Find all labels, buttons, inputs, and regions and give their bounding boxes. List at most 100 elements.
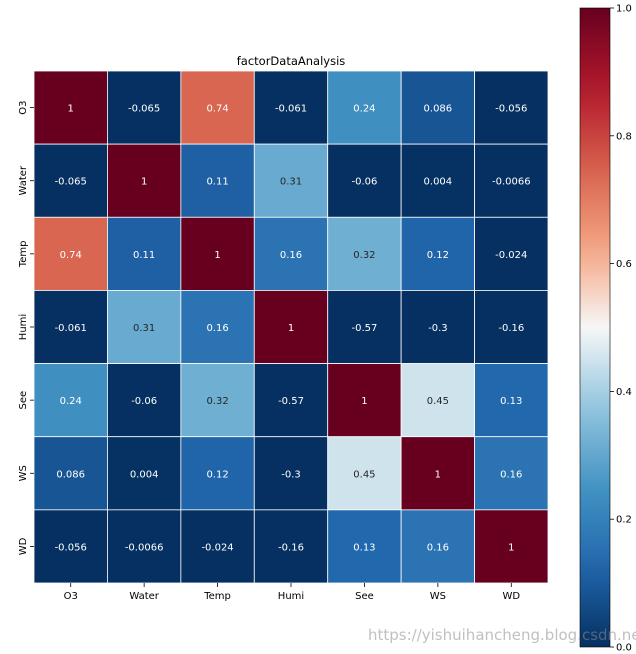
heatmap-cell <box>474 216 549 291</box>
heatmap-cell-label: 0.086 <box>56 469 85 480</box>
heatmap-cell-label: -0.3 <box>428 323 448 334</box>
heatmap-cell-label: -0.57 <box>278 396 304 407</box>
x-tick-label: Humi <box>278 591 304 602</box>
y-tick-label: O3 <box>18 100 29 114</box>
heatmap-cell <box>474 363 549 438</box>
y-tick-label: Humi <box>18 314 29 340</box>
heatmap-cell <box>253 70 329 145</box>
heatmap-cell <box>327 216 402 291</box>
heatmap-cell-label: 0.74 <box>206 104 228 115</box>
heatmap-cell-label: -0.16 <box>498 323 524 334</box>
heatmap-cell <box>253 436 329 511</box>
heatmap-cell-label: 0.45 <box>353 469 375 480</box>
heatmap-cell <box>474 436 549 511</box>
heatmap-cell-label: 0.16 <box>427 542 449 553</box>
watermark-text: https://yishuihancheng.blog.csdn.net <box>368 626 636 644</box>
x-tick-label: WS <box>430 591 446 602</box>
heatmap-cell <box>107 216 182 291</box>
heatmap-cell-label: 0.086 <box>424 104 453 115</box>
colorbar-tick-label: 0.6 <box>616 259 632 270</box>
heatmap-cell-label: -0.061 <box>55 323 87 334</box>
heatmap-cell-label: 1 <box>68 104 74 115</box>
heatmap-cell-label: 0.13 <box>353 542 375 553</box>
y-tick-label: Water <box>18 165 29 195</box>
heatmap-cell-label: -0.056 <box>495 104 527 115</box>
heatmap-cell <box>180 216 255 291</box>
y-axis: O3 Water Temp Humi See WS WD <box>18 100 34 555</box>
heatmap-cell-label: 1 <box>508 542 514 553</box>
heatmap-cell <box>474 509 549 584</box>
heatmap-cell-label: 1 <box>361 396 367 407</box>
y-tick-label: Temp <box>18 241 29 269</box>
x-tick-label: Temp <box>203 591 231 602</box>
heatmap-cell-label: -0.024 <box>201 542 233 553</box>
heatmap-cell-label: 0.13 <box>500 396 522 407</box>
heatmap-cell-label: 0.31 <box>280 177 302 188</box>
heatmap-cell-label: -0.065 <box>128 104 160 115</box>
heatmap-cell-label: 0.004 <box>130 469 159 480</box>
colorbar: 0.0 0.2 0.4 0.6 0.8 1.0 <box>579 4 632 654</box>
heatmap-cell-label: -0.0066 <box>492 177 531 188</box>
heatmap-cell <box>400 143 475 218</box>
heatmap-cell-label: -0.024 <box>495 250 527 261</box>
heatmap-cell <box>107 70 182 145</box>
heatmap-cell-label: 0.16 <box>206 323 228 334</box>
x-tick-label: Water <box>129 591 159 602</box>
chart-title: factorDataAnalysis <box>237 54 346 68</box>
heatmap-cell <box>327 70 402 145</box>
heatmap-cell <box>33 70 108 145</box>
heatmap-cell <box>33 509 108 584</box>
heatmap-cell <box>33 363 108 438</box>
heatmap-cell <box>400 70 475 145</box>
colorbar-gradient <box>579 7 611 648</box>
heatmap-cell-label: 0.12 <box>206 469 228 480</box>
heatmap-cell-label: 0.12 <box>427 250 449 261</box>
heatmap-cell-label: 0.45 <box>427 396 449 407</box>
heatmap-cell <box>327 509 402 584</box>
x-tick-label: WD <box>502 591 520 602</box>
heatmap-cell <box>180 70 255 145</box>
heatmap-cell-label: 0.24 <box>60 396 82 407</box>
heatmap-cell <box>253 290 329 364</box>
heatmap-cell-label: 0.16 <box>280 250 302 261</box>
colorbar-tick-label: 1.0 <box>616 4 632 15</box>
heatmap-cell <box>327 436 402 511</box>
heatmap-cell <box>474 143 549 218</box>
heatmap-cell-label: 0.11 <box>206 177 228 188</box>
heatmap-cell <box>327 143 402 218</box>
heatmap-cell <box>400 290 475 364</box>
heatmap-cell <box>180 143 255 218</box>
heatmap-cell-label: 1 <box>288 323 294 334</box>
heatmap-cell-label: -0.0066 <box>125 542 164 553</box>
heatmap-cell <box>253 216 329 291</box>
colorbar-tick-label: 0.0 <box>616 643 632 654</box>
x-tick-label: O3 <box>64 591 78 602</box>
heatmap-cells <box>33 70 549 584</box>
heatmap-cell <box>33 290 108 364</box>
heatmap-cell-label: -0.3 <box>281 469 301 480</box>
heatmap-cell <box>400 509 475 584</box>
heatmap-cell-label: 0.24 <box>353 104 375 115</box>
y-tick-label: WD <box>18 537 29 555</box>
heatmap-cell <box>180 509 255 584</box>
heatmap-cell <box>180 363 255 438</box>
heatmap-cell-label: 1 <box>141 177 147 188</box>
heatmap-cell <box>33 436 108 511</box>
colorbar-tick-label: 0.2 <box>616 515 632 526</box>
x-tick-label: See <box>355 591 374 602</box>
heatmap-cell <box>180 436 255 511</box>
colorbar-tick-label: 0.4 <box>616 387 632 398</box>
heatmap-cell-labels: 1 -0.065 0.74 -0.061 0.24 0.086 -0.056-0.065 1 0… <box>55 104 531 554</box>
heatmap-cell-label: 0.11 <box>133 250 155 261</box>
heatmap-cell-label: 0.74 <box>60 250 82 261</box>
heatmap-cell-label: -0.57 <box>351 323 377 334</box>
heatmap-cell <box>474 290 549 364</box>
heatmap-cell-label: -0.06 <box>351 177 377 188</box>
heatmap-cell-label: -0.06 <box>131 396 157 407</box>
heatmap-cell-label: -0.056 <box>55 542 87 553</box>
heatmap-cell-label: -0.061 <box>275 104 307 115</box>
heatmap-cell <box>33 216 108 291</box>
heatmap-cell-label: 0.32 <box>353 250 375 261</box>
x-axis: O3 Water Temp Humi See WS WD <box>64 583 520 602</box>
